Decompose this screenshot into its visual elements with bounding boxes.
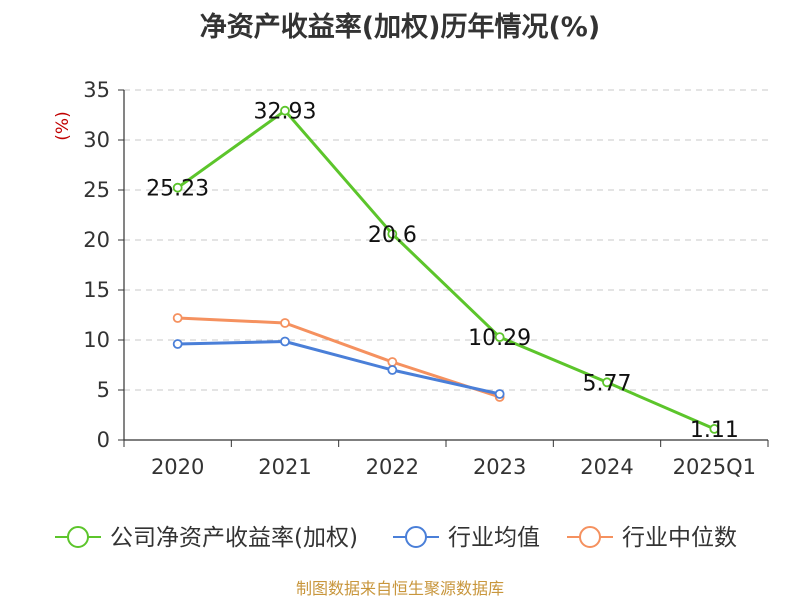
data-label-4: 5.77 (583, 371, 632, 396)
series-line-0 (176, 109, 715, 431)
x-tick-label-2022: 2022 (366, 455, 419, 479)
y-tick-label-20: 20 (83, 228, 110, 252)
data-point-0-0 (172, 182, 183, 193)
data-point-1-0 (172, 339, 183, 349)
y-tick-label-25: 25 (83, 178, 110, 202)
data-point-1-2 (387, 365, 398, 375)
data-point-0-4 (602, 377, 612, 388)
legend-item-1[interactable]: 行业均值 (393, 525, 540, 551)
data-label-2: 20.6 (368, 223, 417, 248)
data-label-1: 32.93 (254, 100, 317, 125)
y-tick-label-35: 35 (83, 78, 110, 102)
legend[interactable]: 公司净资产收益率(加权) 行业均值 行业中位数 (55, 525, 737, 551)
data-labels: 25.23 32.93 20.6 10.29 5.77 1.11 (146, 100, 739, 443)
y-tick-label-30: 30 (83, 128, 110, 152)
y-tick-label-10: 10 (83, 328, 110, 352)
legend-label-1: 行业均值 (448, 525, 540, 551)
legend-item-0[interactable]: 公司净资产收益率(加权) (55, 525, 358, 551)
data-point-2-2 (387, 357, 398, 367)
x-tick-label-2021: 2021 (258, 455, 311, 479)
legend-label-2: 行业中位数 (622, 525, 737, 551)
x-tick-label-2020: 2020 (151, 455, 204, 479)
x-tick-label-2025Q1: 2025Q1 (673, 455, 756, 479)
data-label-3: 10.29 (468, 326, 531, 351)
data-label-5: 1.11 (690, 418, 739, 443)
series-line-2 (177, 316, 501, 399)
y-tick-label-0: 0 (97, 428, 110, 452)
source-note: 制图数据来自恒生聚源数据库 (296, 579, 504, 598)
data-point-2-0 (172, 313, 183, 323)
data-point-1-3 (494, 389, 505, 399)
x-tick-label-2023: 2023 (473, 455, 526, 479)
legend-label-0: 公司净资产收益率(加权) (110, 525, 358, 551)
y-tick-label-15: 15 (83, 278, 110, 302)
chart-title: 净资产收益率(加权)历年情况(%) (200, 11, 600, 43)
data-point-2-1 (280, 318, 290, 328)
data-point-0-5 (709, 423, 720, 434)
grid-lines (124, 89, 768, 391)
legend-item-2[interactable]: 行业中位数 (567, 525, 737, 551)
legend-marker-2 (579, 526, 601, 548)
y-tick-label-5: 5 (97, 378, 110, 402)
data-point-0-2 (387, 229, 398, 239)
data-label-0: 25.23 (146, 177, 209, 202)
x-tick-label-2024: 2024 (580, 455, 633, 479)
legend-marker-1 (405, 526, 427, 548)
legend-marker-0 (67, 526, 89, 548)
data-point-1-1 (280, 336, 290, 347)
series-lines (172, 105, 720, 434)
data-point-0-1 (280, 105, 290, 116)
axes: 0 5 10 15 20 25 30 35 2020 2021 2022 2023 2024 2025Q1 (83, 78, 769, 479)
data-point-0-3 (494, 332, 505, 343)
series-line-1 (177, 340, 500, 396)
y-axis-unit-label: (%) (53, 111, 73, 140)
